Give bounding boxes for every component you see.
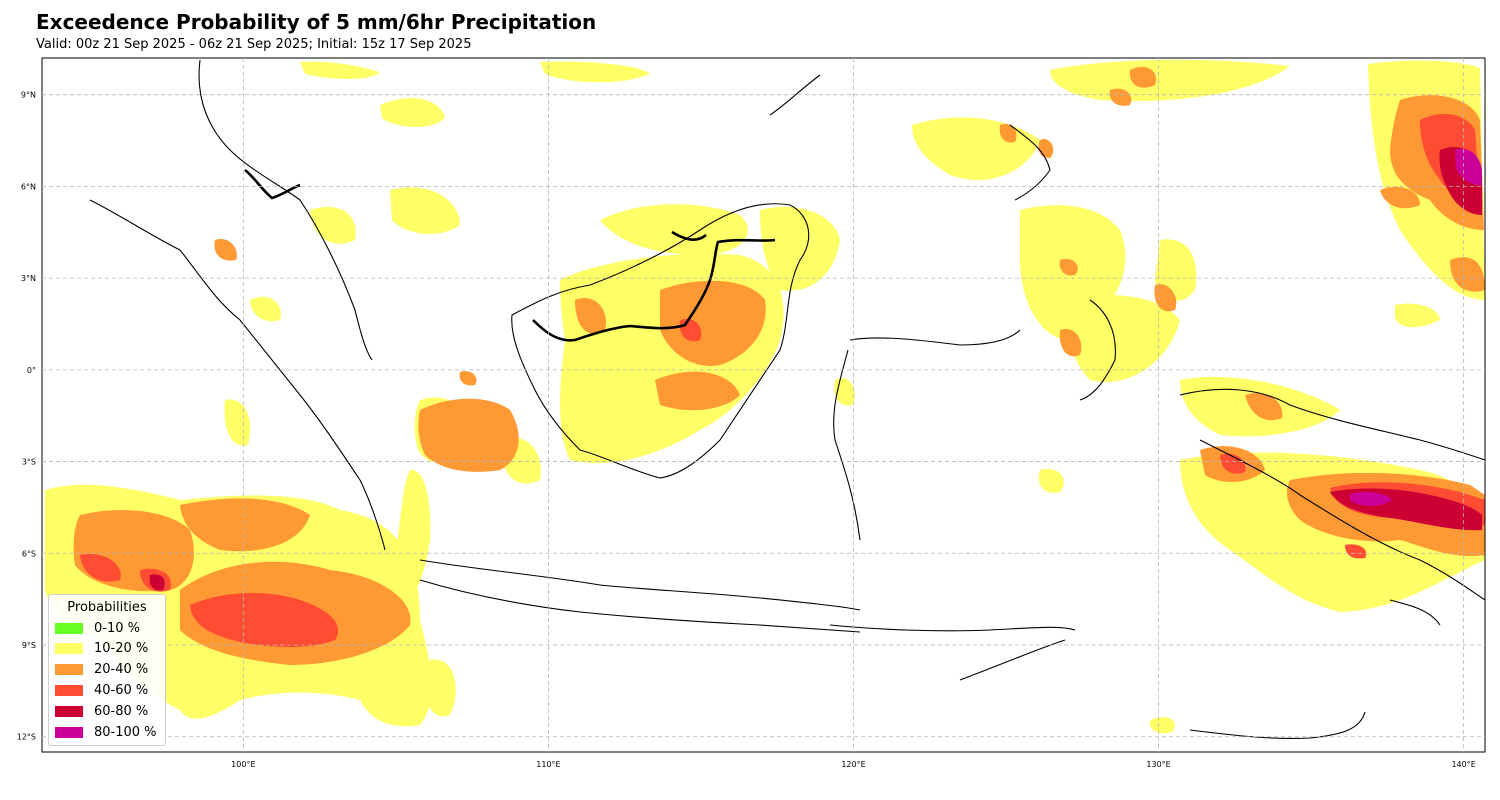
legend-item: 80-100 % [55, 723, 157, 741]
legend: Probabilities 0-10 % 10-20 % 20-40 % 40-… [48, 594, 166, 746]
country-borders [244, 168, 776, 342]
lon-tick-label: 130°E [1146, 760, 1170, 769]
legend-item: 20-40 % [55, 660, 148, 678]
lon-tick-label: 120°E [841, 760, 865, 769]
lat-tick-label: 6°S [22, 549, 36, 558]
lat-tick-label: 3°S [22, 458, 36, 467]
lat-tick-label: 3°N [21, 274, 36, 283]
legend-label: 10-20 % [94, 640, 149, 656]
lat-tick-label: 12°S [17, 733, 36, 742]
map-frame-border [41, 57, 1486, 753]
legend-item: 10-20 % [55, 639, 148, 657]
legend-label: 0-10 % [94, 620, 140, 636]
legend-label: 20-40 % [94, 661, 149, 677]
legend-label: 80-100 % [94, 724, 157, 740]
coastlines [89, 59, 1486, 739]
legend-swatch [55, 663, 83, 675]
legend-swatch [55, 726, 83, 738]
legend-swatch [55, 642, 83, 654]
precipitation-shading [45, 59, 1485, 734]
legend-item: 60-80 % [55, 702, 148, 720]
lat-tick-label: 6°N [21, 182, 36, 191]
legend-item: 0-10 % [55, 619, 140, 637]
lon-tick-label: 110°E [536, 760, 560, 769]
map-title: Exceedence Probability of 5 mm/6hr Preci… [36, 10, 597, 34]
legend-item: 40-60 % [55, 681, 148, 699]
lon-tick-label: 100°E [231, 760, 255, 769]
lat-tick-label: 9°S [22, 641, 36, 650]
legend-swatch [55, 705, 83, 717]
lat-tick-label: 0° [27, 366, 36, 375]
legend-swatch [55, 622, 83, 634]
map-subtitle: Valid: 00z 21 Sep 2025 - 06z 21 Sep 2025… [36, 37, 472, 52]
lon-tick-label: 140°E [1451, 760, 1475, 769]
lat-tick-label: 9°N [21, 91, 36, 100]
axis-tick-labels: 9°N 6°N 3°N 0° 3°S 6°S 9°S 12°S 100°E 110°E 120°E 1… [17, 91, 1476, 769]
legend-swatch [55, 684, 83, 696]
gridlines [42, 58, 1485, 752]
legend-label: 40-60 % [94, 682, 149, 698]
legend-label: 60-80 % [94, 703, 149, 719]
legend-title: Probabilities [67, 600, 147, 615]
